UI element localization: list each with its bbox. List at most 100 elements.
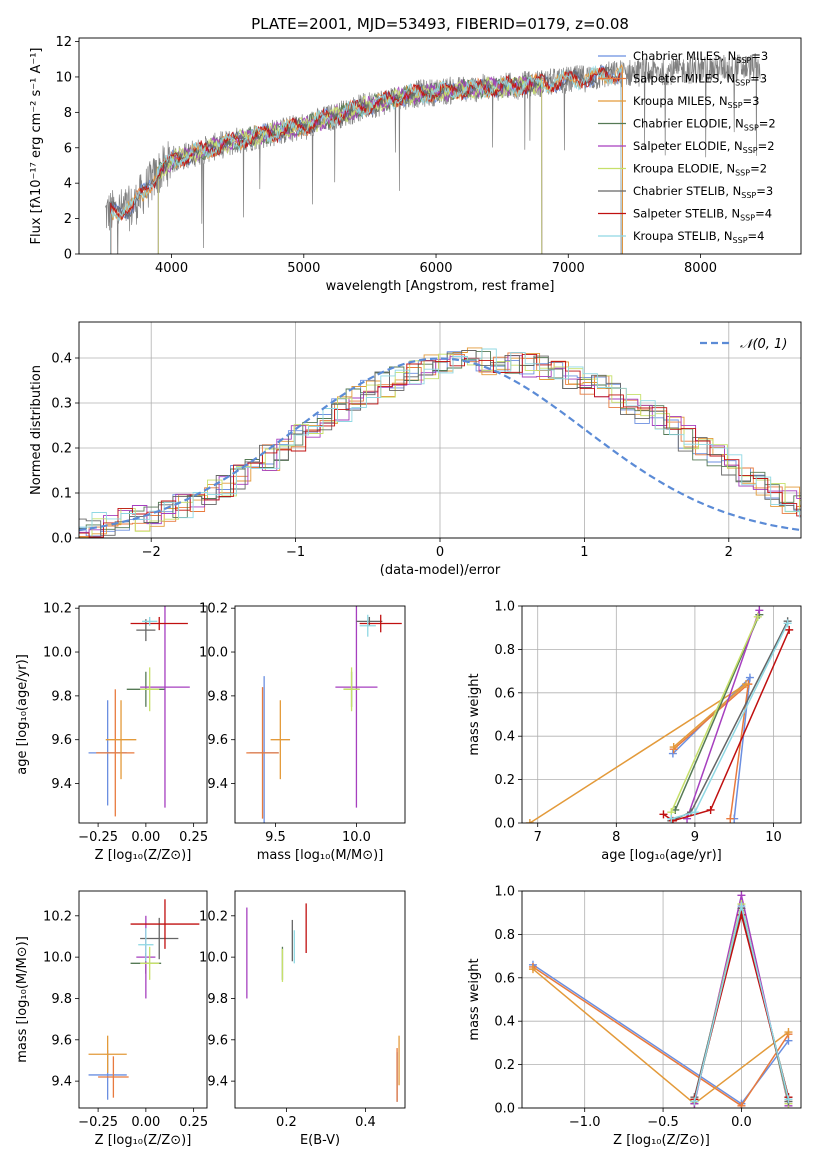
series-marker [784,1095,793,1104]
y-tick-label: 0.3 [51,397,72,412]
panel-6: −0.25 0.00 0.25 9.4 9.6 9.8 10.0 10.2 Z [log₁₀(Z… [15,890,208,1148]
legend-subscript: SSP [741,191,756,200]
x-tick-label: 1 [580,545,588,560]
y-tick-label: 4 [64,177,72,192]
model-spectrum [110,67,622,254]
y-tick-label: 9.6 [51,1033,72,1048]
legend-value: =4 [755,207,772,221]
plot-area [246,606,402,823]
axes-frame [234,605,406,824]
x-tick-label: −2 [142,545,161,560]
axes-frame [78,321,802,539]
series-marker [525,819,534,823]
legend-value: =2 [759,117,776,131]
legend-value: =3 [743,94,760,108]
y-tick-label: 0.2 [494,773,515,788]
x-tick-label: 4000 [155,261,188,276]
panel-3: −0.25 0.00 0.25 9.4 9.6 9.8 10.0 10.2 Z [log₁₀(Z… [15,602,208,863]
x-tick-label: −0.25 [78,830,118,845]
legend-label: Salpeter ELODIE, NSSP=2 [633,139,775,155]
x-tick-label: 9 [691,830,699,845]
x-tick-label: 6000 [419,261,452,276]
x-axis-label: age [log₁₀(age/yr)] [601,848,722,863]
series-line [663,629,790,822]
y-tick-label: 9.8 [207,992,228,1007]
y-tick-label: 9.4 [207,777,228,792]
plot-area [105,53,761,254]
legend-value: =2 [758,139,775,153]
x-tick-label: 7000 [552,261,585,276]
legend-subscript: SSP [733,236,748,245]
legend-subscript: SSP [736,56,751,65]
y-tick-label: 0.6 [494,686,515,701]
series-line [686,610,761,819]
y-tick-label: 0.8 [494,928,515,943]
series-line [670,616,759,813]
series-marker [745,673,754,682]
x-tick-label: 0.0 [731,1115,752,1130]
series-marker [755,606,764,615]
axes-frame [521,605,802,824]
x-tick-label: 8 [612,830,620,845]
plot-area [246,903,400,1102]
series-line [532,966,790,1107]
series-marker [737,902,746,911]
x-tick-label: 0.00 [131,830,160,845]
y-tick-label: 9.6 [51,733,72,748]
histogram-step [79,353,801,538]
legend-label: Chabrier STELIB, NSSP=3 [633,184,773,200]
y-tick-label: 0.8 [494,643,515,658]
axes-frame [78,890,208,1109]
series-marker [741,680,750,689]
legend: Chabrier MILES, NSSP=3 Salpeter MILES, NS… [598,49,776,245]
plot-area [525,606,794,823]
y-tick-label: 2 [64,212,72,227]
plot-area [79,347,801,538]
y-tick-label: 10.2 [199,909,228,924]
y-tick-label: 8 [64,106,72,121]
panel-7: 0.2 0.4 9.4 9.6 9.8 10.0 10.2 E(B-V) [199,890,406,1148]
panel-1: 4000 5000 6000 7000 8000 0 2 4 6 8 10 12 wavelength … [29,35,802,294]
legend-label: Kroupa MILES, NSSP=3 [633,94,759,110]
histogram-step [79,353,801,538]
normal-curve [79,357,801,532]
legend-label: Salpeter MILES, NSSP=3 [633,72,767,88]
axes-frame [78,605,208,824]
y-tick-label: 9.8 [207,689,228,704]
axes-frame [521,890,802,1109]
x-tick-label: 0.2 [276,1115,297,1130]
plot-area [88,606,190,817]
axes-frame [78,37,802,255]
panel-2: −2 −1 0 1 2 0.0 0.1 0.2 0.3 0.4 (data-model)/error… [29,321,802,578]
x-axis-label: E(B-V) [300,1133,340,1148]
histogram-step [79,347,801,538]
figure-title: PLATE=2001, MJD=53493, FIBERID=0179, z=0… [251,15,629,33]
legend-label: Salpeter STELIB, NSSP=4 [633,207,772,223]
y-tick-label: 9.8 [51,689,72,704]
y-tick-label: 0 [64,248,72,263]
legend-subscript: SSP [735,169,750,178]
y-axis-label: mass [log₁₀(M/M⊙)] [15,936,30,1063]
legend-label: 𝒩(0, 1) [740,337,787,352]
plot-area [528,891,793,1108]
plots: 4000 5000 6000 7000 8000024681012wavelength … [15,35,802,1148]
x-tick-label: 8000 [684,261,717,276]
y-tick-label: 0.2 [51,442,72,457]
y-tick-label: 10.0 [199,951,228,966]
x-tick-label: 10.0 [342,830,371,845]
legend-subscript: SSP [744,124,759,133]
x-axis-label: mass [log₁₀(M/M⊙)] [257,848,384,863]
y-tick-label: 10.2 [199,602,228,617]
x-tick-label: 5000 [287,261,320,276]
legend-subscript: SSP [740,214,755,223]
y-tick-label: 10.0 [43,951,72,966]
y-tick-label: 0.1 [51,487,72,502]
y-tick-label: 9.4 [51,1075,72,1090]
x-tick-label: 7 [534,830,542,845]
y-tick-label: 0.6 [494,971,515,986]
y-axis-label: Flux [fλ10⁻¹⁷ erg cm⁻² s⁻¹ A⁻¹] [29,48,44,245]
legend-value: =3 [756,184,773,198]
y-tick-label: 0.2 [494,1058,515,1073]
series-marker [667,814,676,823]
series-marker [753,612,762,621]
